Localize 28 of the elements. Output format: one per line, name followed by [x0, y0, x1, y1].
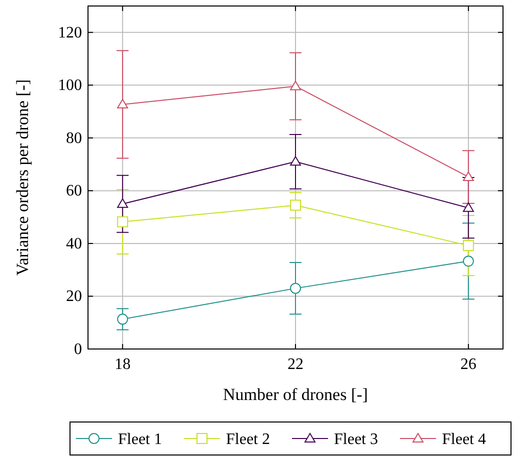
x-tick-label: 18 — [114, 356, 131, 373]
y-tick-label: 20 — [66, 288, 82, 306]
y-tick-label: 120 — [58, 24, 82, 42]
x-axis-title: Number of drones [-] — [223, 385, 368, 404]
point — [117, 314, 128, 325]
y-tick-label: 40 — [66, 235, 82, 252]
y-tick-label: 0 — [74, 341, 82, 358]
y-axis-title: Variance orders per drone [-] — [13, 79, 32, 276]
x-tick-label: 22 — [288, 356, 304, 373]
point — [117, 198, 128, 208]
point — [117, 216, 128, 228]
point — [462, 171, 474, 181]
point — [462, 202, 474, 212]
legend-label: Fleet 4 — [442, 431, 486, 448]
legend-label: Fleet 3 — [334, 431, 378, 448]
point — [462, 256, 474, 267]
point — [290, 282, 301, 294]
y-tick-label: 80 — [66, 130, 82, 147]
legend-label: Fleet 1 — [118, 431, 162, 448]
legend-label: Fleet 2 — [226, 431, 270, 448]
point — [290, 80, 301, 90]
point — [462, 240, 474, 252]
y-tick-label: 100 — [58, 77, 82, 94]
point — [290, 200, 301, 211]
point — [290, 156, 301, 166]
y-tick-label: 60 — [66, 182, 82, 200]
point — [117, 98, 128, 108]
x-tick-label: 26 — [460, 356, 476, 373]
